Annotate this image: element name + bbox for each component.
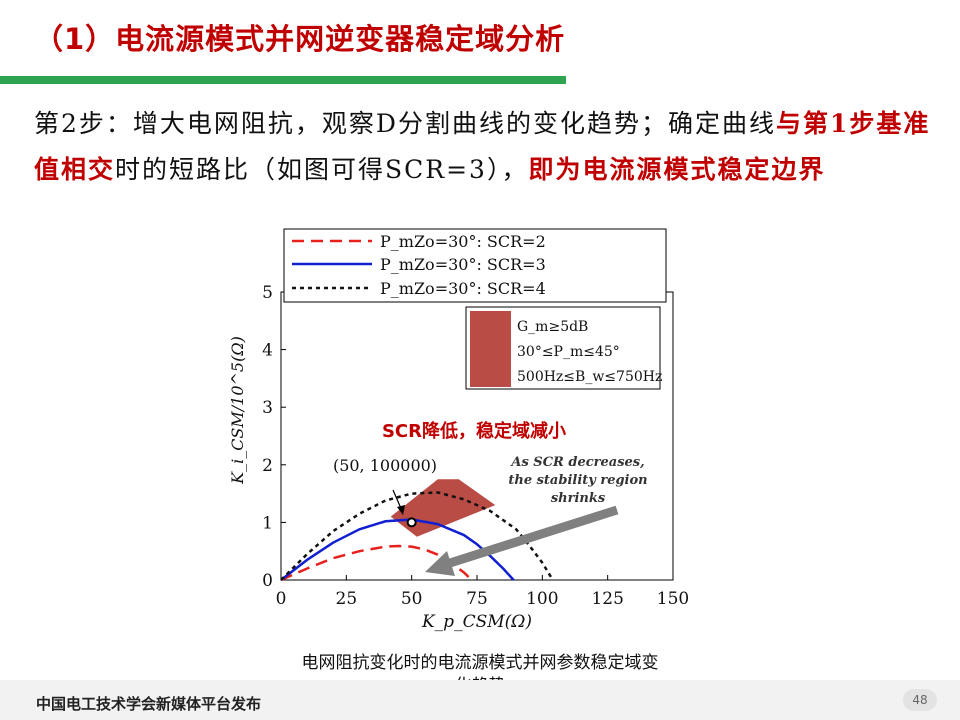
x-tick-label: 100: [526, 589, 558, 609]
x-tick-label: 125: [591, 589, 623, 609]
annotation-cn: SCR降低，稳定域减小: [382, 420, 566, 442]
paragraph-part3: 时的短路比（如图可得SCR=3），: [115, 155, 529, 184]
legend-box: [283, 228, 667, 303]
marked-point: [406, 517, 417, 528]
region-legend-line-1: G_m≥5dB: [517, 319, 588, 335]
region-legend-line-3: 500Hz≤B_w≤750Hz: [517, 369, 662, 385]
title-underline: [0, 76, 566, 84]
y-axis-label: K_i_CSM/10^5(Ω): [228, 336, 247, 485]
region-legend-swatch: [470, 311, 511, 387]
point-pointer-arrowhead: [397, 505, 405, 515]
x-axis-label: K_p_CSM(Ω): [421, 612, 532, 632]
series-line-3: [280, 491, 554, 581]
shrink-arrow-shaft: [448, 505, 619, 568]
legend-label-1: P_mZo=30°: SCR=2: [380, 232, 546, 251]
y-tick-label: 1: [262, 513, 273, 533]
paragraph-part1: 第2步：增大电网阻抗，观察D分割曲线的变化趋势；确定曲线: [34, 109, 776, 138]
y-tick-label: 5: [262, 283, 273, 303]
page-number: 48: [903, 689, 937, 711]
footer-bar: [0, 680, 960, 720]
marked-point-label: (50, 100000): [333, 456, 437, 475]
stability-region: [390, 479, 496, 537]
paragraph-part4: 即为电流源模式稳定边界: [528, 155, 826, 184]
legend-label-2: P_mZo=30°: SCR=3: [380, 255, 546, 274]
footer-publisher: 中国电工技术学会新媒体平台发布: [36, 695, 262, 713]
slide-paragraph: 第2步：增大电网阻抗，观察D分割曲线的变化趋势；确定曲线与第1步基准值相交时的短…: [34, 101, 946, 193]
shrink-arrow-head: [425, 551, 455, 576]
x-tick-label: 25: [336, 589, 358, 609]
x-tick-label: 75: [466, 589, 488, 609]
annotation-en-line-3: shrinks: [551, 491, 606, 506]
y-tick-label: 0: [262, 571, 273, 591]
x-tick-label: 0: [276, 589, 287, 609]
y-tick-label: 4: [262, 341, 273, 361]
legend-label-3: P_mZo=30°: SCR=4: [380, 279, 546, 298]
x-tick-label: 150: [657, 589, 689, 609]
slide-title: （1）电流源模式并网逆变器稳定域分析: [34, 22, 566, 56]
y-tick-label: 2: [262, 456, 273, 476]
y-tick-label: 3: [262, 398, 273, 418]
annotation-en-line-2: the stability region: [508, 473, 647, 488]
series-line-2: [280, 518, 515, 581]
annotation-en-line-1: As SCR decreases,: [509, 455, 644, 470]
paragraph-part2: 与第1步基准值相交: [34, 109, 931, 184]
x-tick-label: 50: [401, 589, 423, 609]
region-legend-line-2: 30°≤P_m≤45°: [517, 344, 620, 360]
